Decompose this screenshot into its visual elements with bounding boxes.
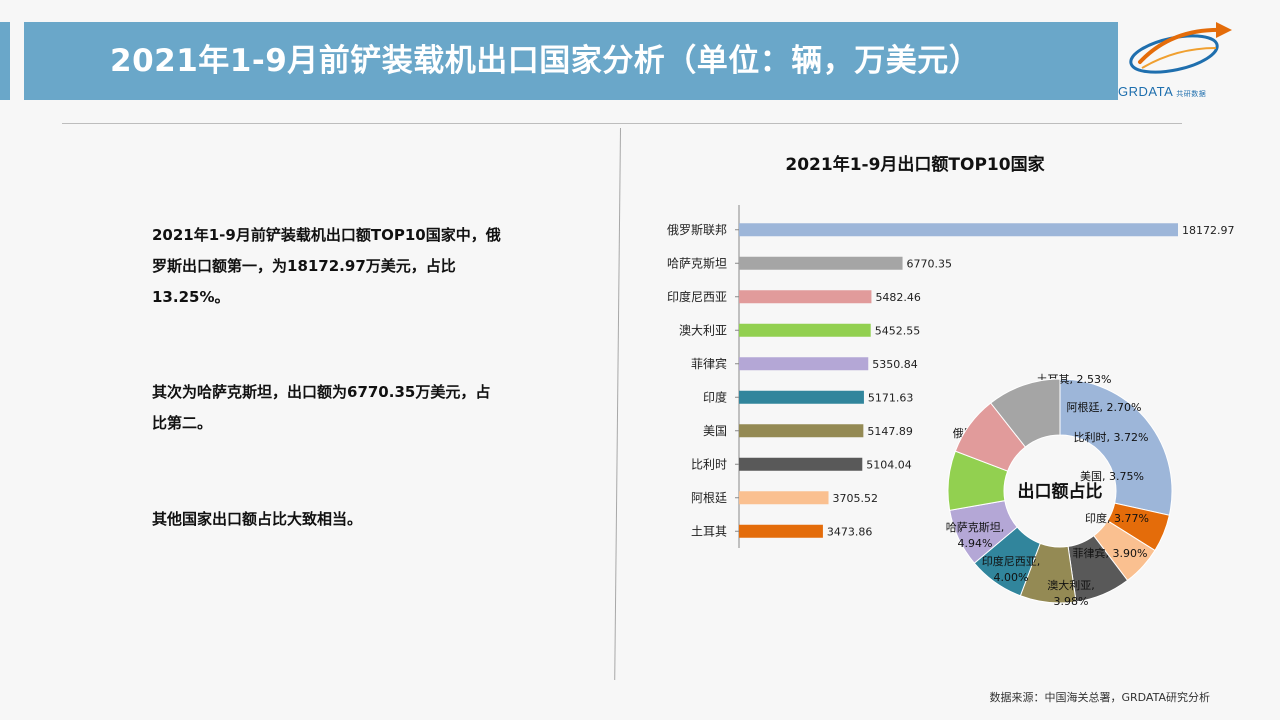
bar-value-label: 5350.84 (872, 358, 918, 371)
bar-value-label: 18172.97 (1182, 224, 1235, 237)
title-bar: 2021年1-9月前铲装载机出口国家分析（单位：辆，万美元） (24, 22, 1118, 100)
bar-category-label: 美国 (703, 424, 727, 438)
vertical-divider (614, 128, 621, 680)
bar-chart-title: 2021年1-9月出口额TOP10国家 (785, 155, 1045, 175)
donut-slice-label: 印度尼西亚, 4.00% (982, 554, 1041, 584)
donut-slice-label: 印度, 3.77% (1085, 511, 1149, 525)
bar-chart: 俄罗斯联邦 18172.97 哈萨克斯坦 6770.35 印度尼西亚 5482.46 澳大利… (667, 205, 1235, 548)
donut-slice-label: 菲律宾, 3.90% (1073, 546, 1148, 560)
summary-paragraph-1: 2021年1-9月前铲装载机出口额TOP10国家中，俄罗斯出口额第一，为1817… (152, 226, 501, 306)
bar-category-label: 菲律宾 (691, 356, 727, 371)
top-divider (62, 123, 1182, 124)
bar-value-label: 5482.46 (875, 291, 921, 304)
bar-value-label: 6770.35 (907, 257, 953, 270)
donut-slice-label: 哈萨克斯坦, 4.94% (946, 520, 1005, 550)
donut-slice-1 (1059, 378, 1173, 516)
logo-subtext: 共研数据 (1176, 91, 1207, 98)
bar-category-label: 土耳其 (691, 524, 727, 538)
page-title: 2021年1-9月前铲装载机出口国家分析（单位：辆，万美元） (110, 43, 981, 79)
bar-value-label: 5452.55 (875, 324, 921, 337)
donut-slice-label: 澳大利亚, 3.98% (1047, 578, 1095, 608)
bar-5 (739, 357, 869, 371)
bar-category-label: 澳大利亚 (679, 323, 727, 337)
donut-slice-10 (990, 378, 1061, 448)
bar-category-label: 印度尼西亚 (667, 289, 727, 304)
bar-4 (739, 323, 871, 337)
grdata-logo: GRDATA 共研数据 (1112, 18, 1248, 102)
left-accent-bar (0, 22, 10, 100)
bar-value-label: 3473.86 (827, 525, 873, 538)
bar-3 (739, 290, 872, 304)
bar-category-label: 哈萨克斯坦 (667, 256, 727, 270)
bar-2 (739, 256, 903, 270)
bar-6 (739, 390, 864, 404)
donut-label-name: 澳大利亚, (1047, 578, 1095, 592)
donut-label-name: 哈萨克斯坦, (946, 520, 1005, 534)
bar-value-label: 5171.63 (868, 391, 914, 404)
donut-label-name: 印度尼西亚, (982, 554, 1041, 568)
bar-1 (739, 223, 1178, 237)
summary-paragraph-3: 其他国家出口额占比大致相当。 (152, 510, 363, 528)
donut-slice-label: 阿根廷, 2.70% (1067, 400, 1142, 414)
donut-chart: 俄罗斯联邦,13.25%土耳其, 2.53%阿根廷, 2.70%比利时, 3.7… (946, 373, 1173, 608)
logo-name: GRDATA (1118, 84, 1174, 99)
summary-paragraph-2: 其次为哈萨克斯坦，出口额为6770.35万美元，占比第二。 (152, 383, 491, 432)
donut-slice-label: 比利时, 3.72% (1074, 431, 1149, 444)
source-note: 数据来源：中国海关总署，GRDATA研究分析 (989, 691, 1210, 704)
bar-7 (739, 424, 864, 438)
bar-category-label: 印度 (703, 389, 727, 404)
logo-text: GRDATA 共研数据 (1118, 84, 1206, 99)
bar-value-label: 5104.04 (866, 458, 912, 471)
bar-value-label: 3705.52 (833, 492, 879, 505)
donut-label-pct: 3.98% (1054, 595, 1089, 608)
bar-category-label: 俄罗斯联邦 (667, 223, 727, 237)
logo-swoosh-icon (1129, 22, 1232, 74)
bar-category-label: 阿根廷 (691, 491, 727, 505)
bar-8 (739, 457, 863, 471)
bar-10 (739, 524, 823, 538)
donut-slice-label: 美国, 3.75% (1080, 470, 1144, 483)
bar-category-label: 比利时 (691, 457, 727, 471)
donut-label-pct: 4.00% (994, 571, 1029, 584)
donut-center-label: 出口额占比 (1018, 481, 1103, 502)
donut-label-pct: 4.94% (958, 537, 993, 550)
bar-value-label: 5147.89 (867, 425, 913, 438)
bar-9 (739, 491, 829, 505)
